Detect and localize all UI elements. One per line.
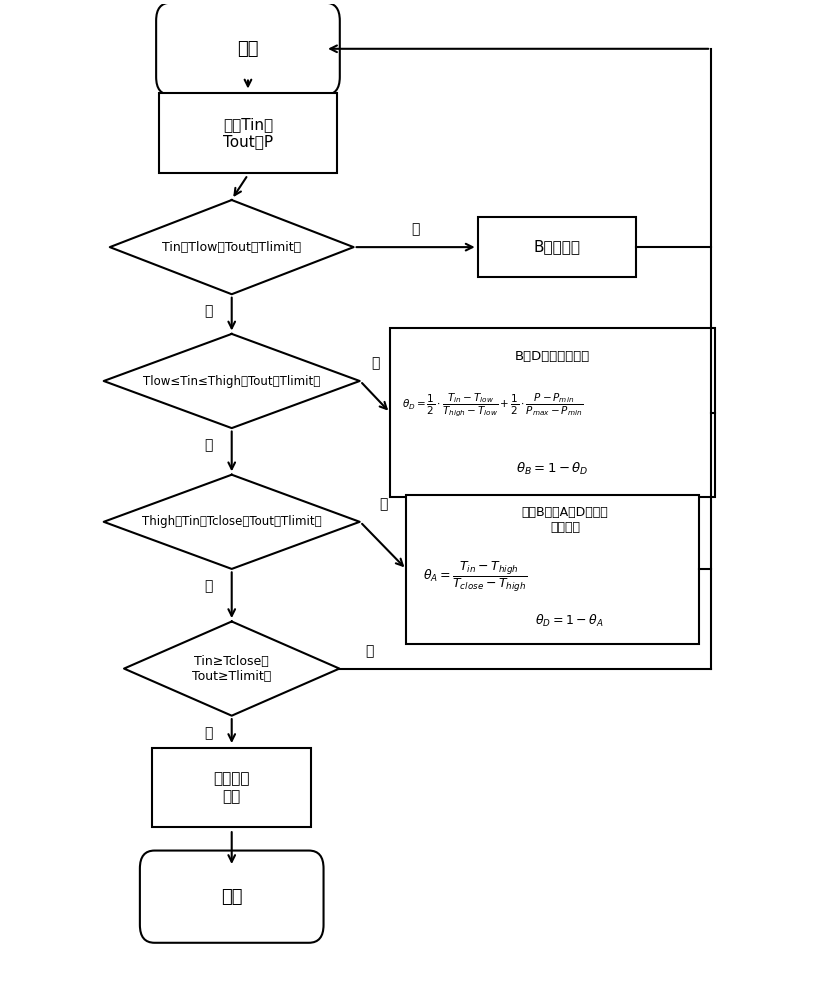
Polygon shape (124, 621, 339, 716)
Text: 开始: 开始 (237, 40, 259, 58)
FancyBboxPatch shape (140, 851, 323, 943)
Text: Tin＜Tlow且Tout＜Tlimit？: Tin＜Tlow且Tout＜Tlimit？ (163, 241, 301, 254)
Text: 是: 是 (411, 222, 420, 236)
Text: Thigh＜Tin＜Tclose且Tout＜Tlimit？: Thigh＜Tin＜Tclose且Tout＜Tlimit？ (142, 515, 322, 528)
Text: 燃料电池
关机: 燃料电池 关机 (213, 771, 250, 804)
Bar (158, 93, 337, 173)
Text: 否: 否 (204, 438, 213, 452)
FancyBboxPatch shape (156, 3, 340, 95)
Text: 是: 是 (379, 497, 388, 511)
Bar (153, 748, 311, 827)
Text: 是: 是 (204, 726, 213, 740)
Text: $\theta_B = 1 - \theta_D$: $\theta_B = 1 - \theta_D$ (516, 461, 589, 477)
Text: 否: 否 (365, 644, 374, 658)
Text: B出口全开: B出口全开 (534, 240, 580, 255)
Text: $\theta_D = \dfrac{1}{2} \cdot \dfrac{T_{in}-T_{low}}{T_{high}-T_{low}} + \dfrac: $\theta_D = \dfrac{1}{2} \cdot \dfrac{T_… (402, 391, 584, 419)
Bar (478, 217, 636, 277)
Text: $\theta_A = \dfrac{T_{in}-T_{high}}{T_{close}-T_{high}}$: $\theta_A = \dfrac{T_{in}-T_{high}}{T_{c… (423, 560, 527, 594)
Text: $\theta_D = 1 - \theta_A$: $\theta_D = 1 - \theta_A$ (534, 613, 603, 629)
Text: 否: 否 (204, 579, 213, 593)
Polygon shape (103, 475, 360, 569)
Text: B、D出口开度调节: B、D出口开度调节 (515, 350, 590, 363)
Polygon shape (103, 334, 360, 428)
Text: 结束: 结束 (221, 888, 242, 906)
Bar (406, 495, 699, 644)
Text: Tin≥Tclose或
Tout≥Tlimit？: Tin≥Tclose或 Tout≥Tlimit？ (192, 655, 271, 683)
Bar (390, 328, 715, 497)
Text: Tlow≤Tin≤Thigh且Tout＜Tlimit？: Tlow≤Tin≤Thigh且Tout＜Tlimit？ (143, 374, 320, 387)
Text: 检测Tin、
Tout、P: 检测Tin、 Tout、P (223, 117, 273, 149)
Text: 否: 否 (204, 305, 213, 319)
Text: 是: 是 (371, 356, 379, 370)
Text: 关闭B口，A、D出口按
下式调节: 关闭B口，A、D出口按 下式调节 (521, 506, 608, 534)
Polygon shape (110, 200, 354, 294)
